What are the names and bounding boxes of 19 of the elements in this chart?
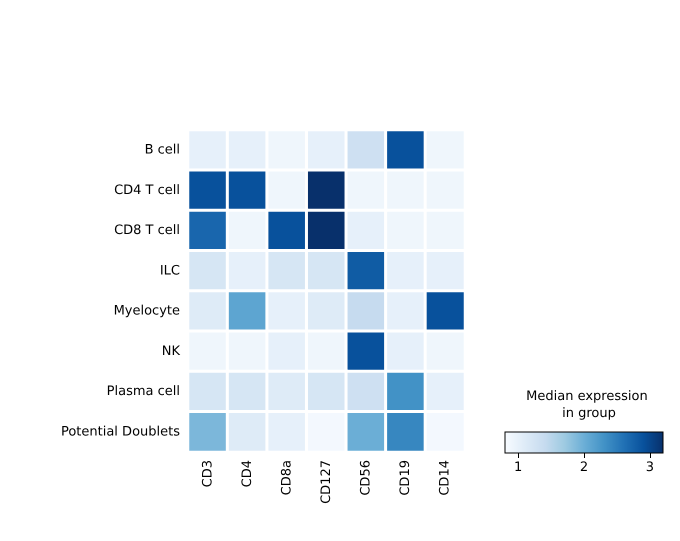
color-bar-label: 3 (646, 460, 654, 475)
y-tick-label: CD4 T cell (114, 182, 180, 198)
y-tick-label: NK (162, 344, 180, 359)
x-tick-label: CD127 (319, 460, 334, 504)
y-tick-label: B cell (144, 142, 180, 158)
x-tick-label: CD14 (438, 460, 453, 496)
color-bar-label: 2 (580, 460, 588, 475)
y-tick-label: ILC (160, 263, 180, 278)
x-tick-label: CD56 (358, 460, 374, 496)
x-tick-label: CD19 (398, 460, 414, 496)
x-tick-label: CD4 (240, 460, 255, 488)
color-bar-label: 1 (514, 460, 522, 475)
y-tick-label: Myelocyte (114, 304, 180, 319)
y-tick-label: CD8 T cell (114, 223, 180, 238)
color-bar-title: Median expression in group (526, 389, 652, 421)
y-tick-label: Plasma cell (106, 384, 180, 400)
y-tick-label: Potential Doublets (60, 424, 180, 440)
x-tick-label: CD3 (200, 460, 216, 488)
x-tick-label: CD8a (279, 460, 294, 496)
